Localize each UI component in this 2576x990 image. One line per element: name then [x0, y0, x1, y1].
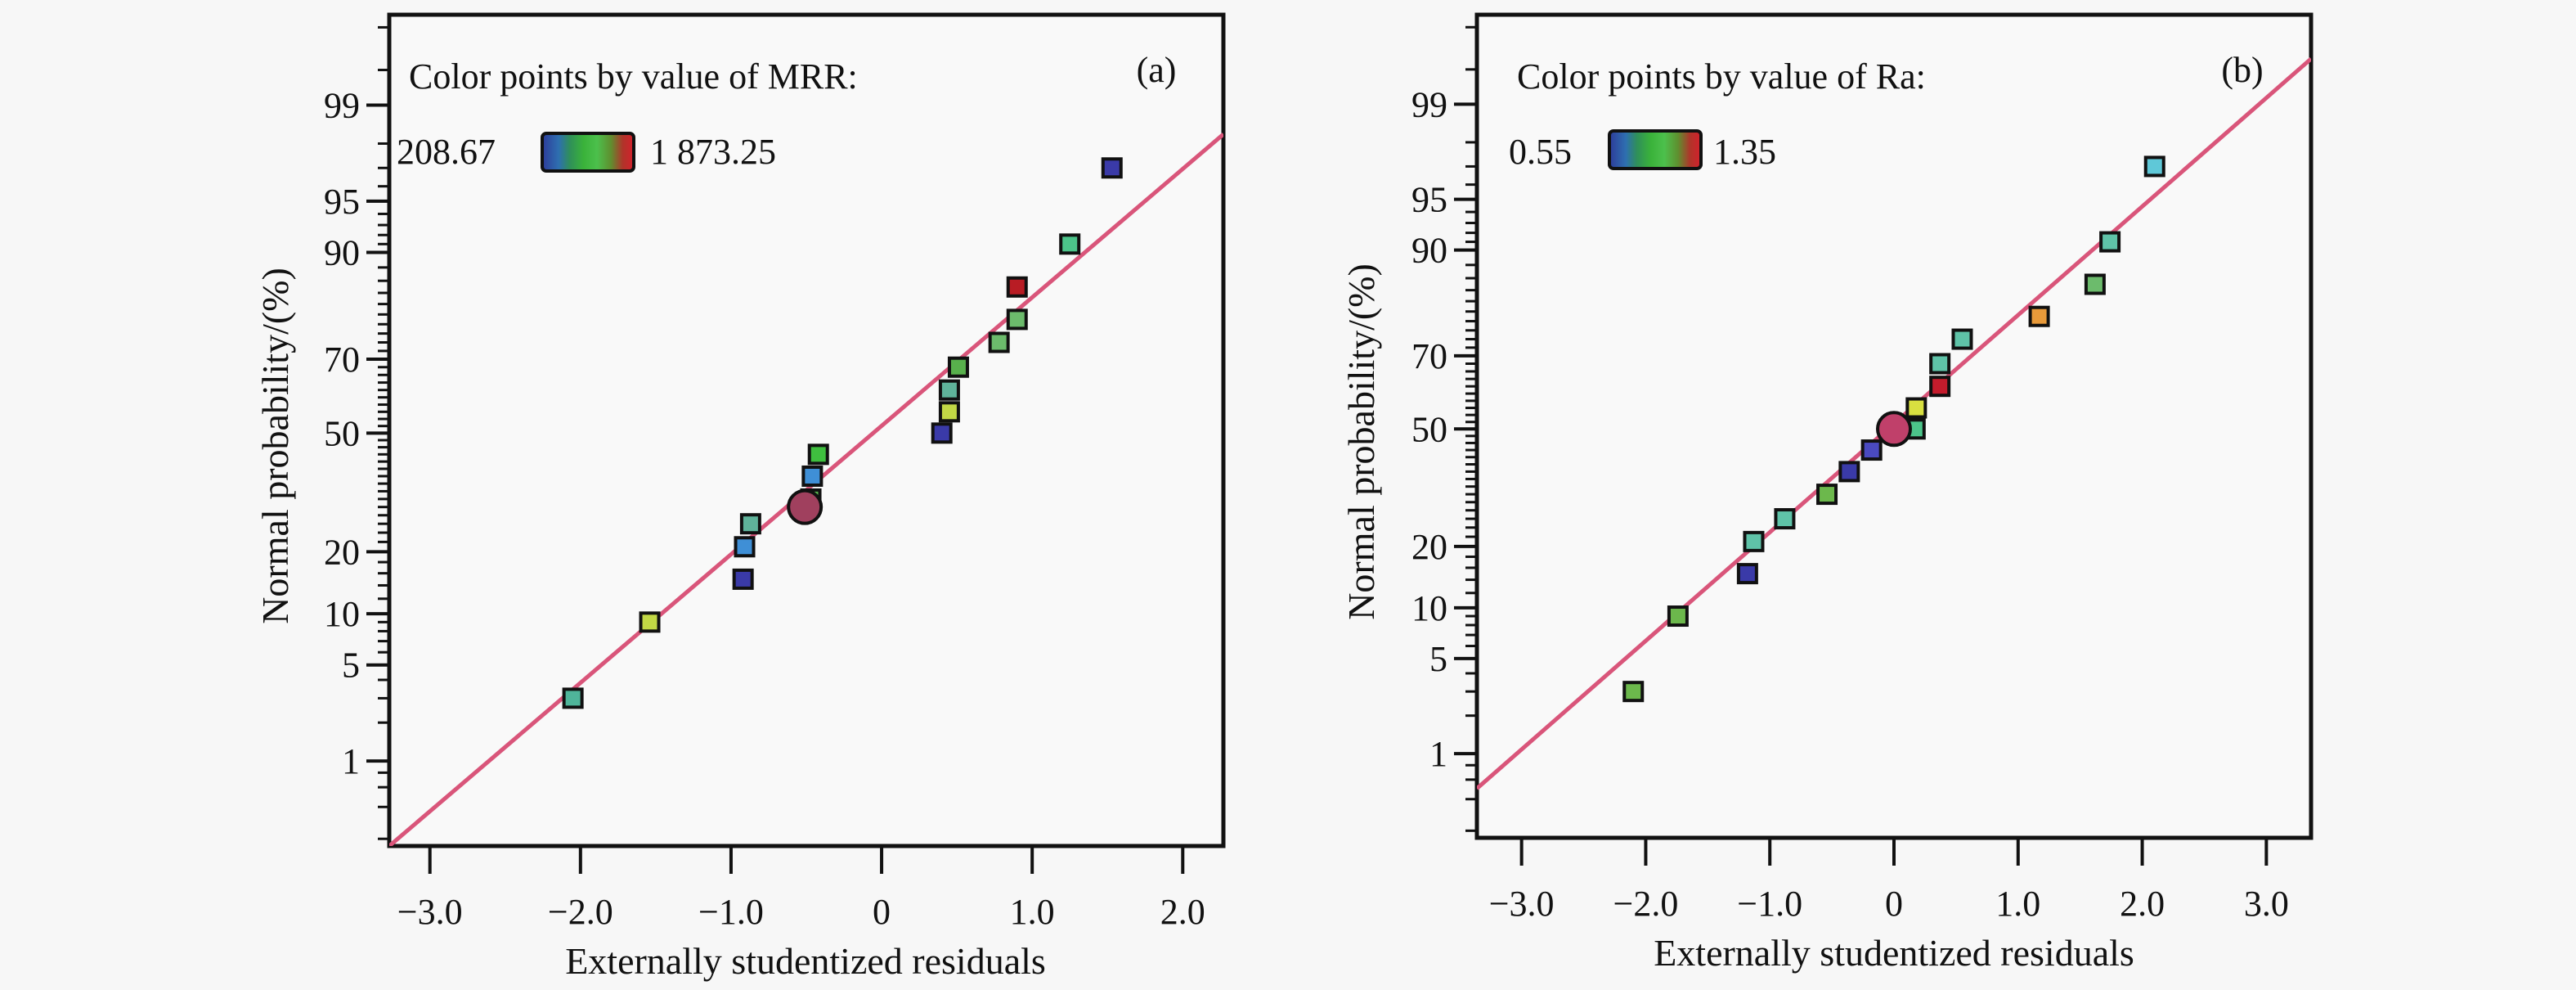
legend-colorbar — [1608, 129, 1703, 170]
y-ticks: 1 5 10 20 50 70 90 95 99 — [324, 25, 389, 840]
y-tick-label: 5 — [342, 646, 360, 686]
data-point — [1667, 605, 1689, 628]
data-point — [1059, 233, 1081, 255]
data-point — [1006, 276, 1028, 298]
data-point — [1929, 353, 1951, 375]
x-tick-label: 1.0 — [1010, 892, 1055, 932]
data-point — [2143, 155, 2165, 178]
y-tick-label: 1 — [1429, 734, 1447, 774]
panel-label: (b) — [2221, 50, 2263, 90]
data-point — [1736, 563, 1758, 585]
y-tick-label: 70 — [1411, 336, 1447, 376]
x-tick-label: 0 — [1885, 884, 1903, 924]
legend-title: Color points by value of MRR: — [409, 56, 858, 97]
y-tick-label: 20 — [1411, 527, 1447, 567]
x-tick-label: −1.0 — [1737, 884, 1802, 924]
x-tick-label: 3.0 — [2244, 884, 2289, 924]
legend-max-label: 1.35 — [1713, 132, 1776, 172]
legend-title: Color points by value of Ra: — [1517, 56, 1926, 97]
x-tick-label: 2.0 — [1160, 892, 1205, 932]
legend-max-label: 1 873.25 — [650, 132, 776, 172]
x-tick-label: 2.0 — [2120, 884, 2165, 924]
data-point — [1101, 157, 1123, 179]
x-tick-label: −2.0 — [1613, 884, 1679, 924]
data-point — [931, 422, 953, 444]
data-point — [947, 356, 969, 378]
panel-label: (a) — [1137, 50, 1177, 90]
data-point — [938, 379, 960, 401]
data-point — [938, 401, 960, 423]
data-point — [1774, 508, 1796, 530]
x-ticks: −3.0 −2.0 −1.0 0 1.0 2.0 — [397, 846, 1205, 932]
x-tick-label: −3.0 — [1489, 884, 1555, 924]
y-tick-label: 5 — [1429, 639, 1447, 679]
legend-colorbar — [541, 132, 635, 173]
data-point — [1929, 376, 1951, 398]
legend-min-label: 208.67 — [397, 132, 496, 172]
data-point — [801, 465, 824, 487]
data-point — [562, 687, 584, 709]
data-point — [807, 443, 829, 466]
y-tick-label: 95 — [1411, 180, 1447, 220]
data-point — [1622, 681, 1645, 703]
data-point — [1905, 397, 1928, 419]
data-points — [389, 133, 1223, 846]
panel-b: Normal probability/(%) Externally studen… — [1340, 12, 2313, 974]
y-tick-label: 95 — [324, 182, 360, 222]
data-point — [1743, 530, 1765, 552]
x-tick-label: −2.0 — [548, 892, 613, 932]
y-axis-title: Normal probability/(%) — [1340, 263, 1382, 620]
data-point — [639, 611, 661, 633]
data-point — [2099, 231, 2121, 253]
panel-a: Normal probability/(%) Externally studen… — [254, 12, 1226, 982]
y-tick-label: 50 — [1411, 409, 1447, 449]
data-point — [2084, 273, 2106, 295]
y-tick-label: 50 — [324, 413, 360, 453]
y-tick-label: 10 — [324, 594, 360, 634]
x-tick-label: 0 — [873, 892, 891, 932]
y-ticks: 1 5 10 20 50 70 90 95 99 — [1411, 25, 1477, 832]
data-point — [1951, 328, 1973, 350]
data-point-highlight — [1876, 411, 1912, 448]
legend-min-label: 0.55 — [1509, 132, 1572, 172]
x-tick-label: −3.0 — [397, 892, 463, 932]
data-point — [732, 568, 754, 590]
y-tick-label: 20 — [324, 532, 360, 572]
x-axis-title: Externally studentized residuals — [1654, 932, 2134, 974]
data-point — [1838, 461, 1860, 483]
data-points — [1477, 56, 2311, 790]
y-tick-label: 99 — [1411, 84, 1447, 124]
y-axis-title: Normal probability/(%) — [254, 268, 296, 624]
data-point — [2028, 305, 2050, 327]
data-point — [988, 331, 1010, 353]
y-tick-label: 1 — [342, 741, 360, 781]
data-point — [739, 513, 761, 535]
data-point — [1006, 308, 1028, 331]
x-tick-label: 1.0 — [1995, 884, 2040, 924]
y-tick-label: 90 — [1411, 231, 1447, 271]
y-tick-label: 90 — [324, 233, 360, 273]
x-tick-label: −1.0 — [698, 892, 764, 932]
plot-frame — [387, 12, 1226, 848]
data-point — [734, 536, 756, 558]
x-ticks: −3.0 −2.0 −1.0 0 1.0 2.0 3.0 — [1489, 838, 2289, 924]
y-tick-label: 70 — [324, 340, 360, 380]
data-point — [1816, 484, 1838, 506]
y-tick-label: 99 — [324, 86, 360, 126]
data-point — [1860, 439, 1883, 461]
data-point-highlight — [787, 488, 824, 525]
y-tick-label: 10 — [1411, 588, 1447, 628]
x-axis-title: Externally studentized residuals — [565, 940, 1046, 982]
